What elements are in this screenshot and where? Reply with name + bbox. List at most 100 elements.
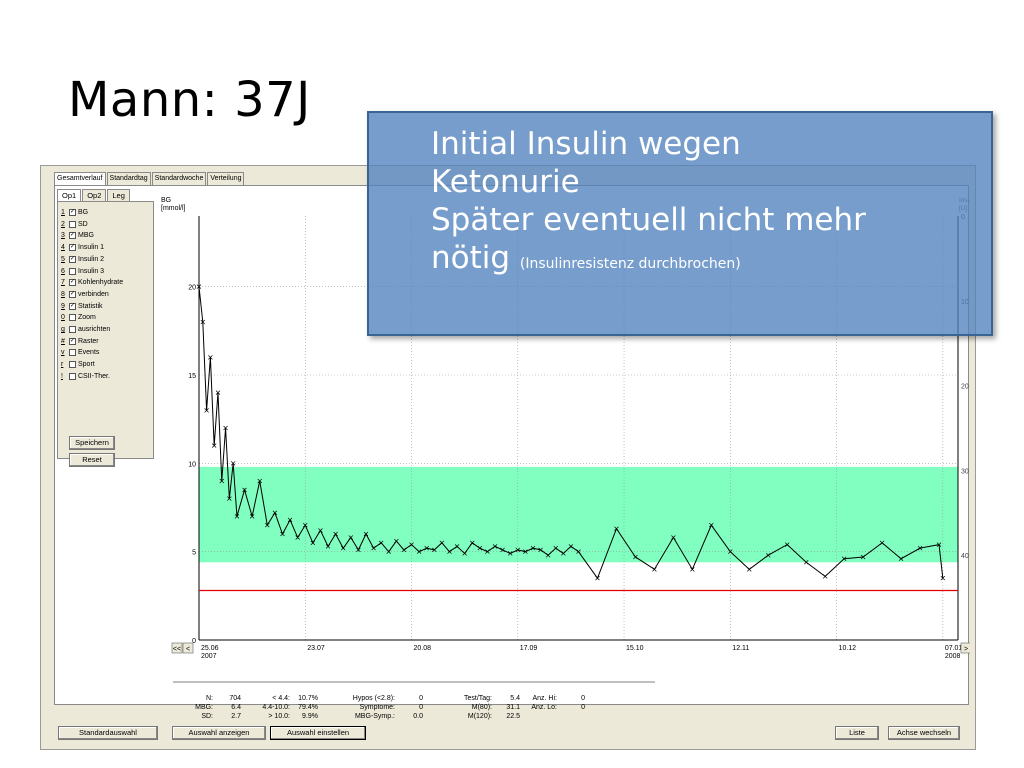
stat-label: Hypos (<2.8): <box>352 695 395 702</box>
stat-label: Anz. Lo: <box>531 704 557 711</box>
option-row-bg[interactable]: 1 ✓ BG <box>61 207 88 218</box>
switch-axis-button[interactable]: Achse wechseln <box>888 726 960 740</box>
stat-label: > 10.0: <box>268 713 290 720</box>
x-tick-label: 25.06 <box>201 645 219 652</box>
data-point <box>538 547 543 553</box>
option-row-verbinden[interactable]: 8 ✓ verbinden <box>61 289 109 300</box>
option-checkbox[interactable] <box>69 220 76 228</box>
option-row-statistik[interactable]: 9 ✓ Statistik <box>61 301 103 312</box>
data-point <box>409 542 414 547</box>
option-checkbox[interactable]: ✓ <box>69 337 76 345</box>
option-row-insulin-2[interactable]: 5 ✓ Insulin 2 <box>61 254 104 265</box>
option-tab-op1[interactable]: Op1 <box>57 189 82 201</box>
data-point <box>633 554 638 560</box>
reset-button[interactable]: Reset <box>69 453 115 467</box>
option-row-insulin-3[interactable]: 6 Insulin 3 <box>61 266 104 277</box>
show-selection-button[interactable]: Auswahl anzeigen <box>172 726 266 740</box>
data-point <box>822 574 828 579</box>
option-row-kohlenhydrate[interactable]: 7 ✓ Kohlenhydrate <box>61 277 123 288</box>
option-row-raster[interactable]: # ✓ Raster <box>61 336 99 347</box>
option-row-csii-ther-[interactable]: ! CSII-Ther. <box>61 371 110 382</box>
stat-value: 31.1 <box>506 704 520 711</box>
option-shortcut-key: # <box>61 337 65 345</box>
stat-label: MBG: <box>195 704 213 711</box>
option-label: BG <box>78 209 89 216</box>
option-checkbox[interactable] <box>69 326 76 333</box>
option-checkbox[interactable]: ✓ <box>69 279 76 287</box>
data-point <box>234 514 240 519</box>
data-point <box>242 487 247 493</box>
tab-standardtag[interactable]: Standardtag <box>106 172 151 185</box>
stat-label: M(120): <box>467 713 492 720</box>
tab-verteilung[interactable]: Verteilung <box>207 172 245 185</box>
data-point <box>230 461 236 466</box>
tab-gesamtverlauf[interactable]: Gesamtverlauf <box>54 172 106 185</box>
option-checkbox[interactable]: ✓ <box>69 232 76 240</box>
data-point <box>432 547 437 553</box>
option-row-sd[interactable]: 2 SD <box>61 219 88 230</box>
option-checkbox[interactable] <box>69 267 76 275</box>
option-label: Events <box>78 349 100 357</box>
data-point <box>196 284 202 289</box>
option-checkbox[interactable]: ✓ <box>69 290 76 298</box>
right-tick-label: 20 <box>961 384 969 391</box>
option-tab-op2[interactable]: Op2 <box>82 189 107 201</box>
stat-value: 10.7% <box>298 695 318 702</box>
data-point <box>595 575 600 581</box>
data-point <box>747 567 752 572</box>
data-point <box>227 496 232 501</box>
data-point <box>485 549 490 554</box>
data-point <box>561 551 566 556</box>
tab-standardwoche[interactable]: Standardwoche <box>151 172 207 185</box>
set-selection-button[interactable]: Auswahl einstellen <box>270 726 366 740</box>
option-checkbox[interactable] <box>69 314 76 322</box>
stat-value: 6.4 <box>231 704 241 711</box>
x-tick-label: 15.10 <box>626 645 644 652</box>
option-row-events[interactable]: v Events <box>61 347 99 358</box>
list-button[interactable]: Liste <box>835 726 879 740</box>
option-shortcut-key: 6 <box>61 267 65 275</box>
option-row-sport[interactable]: r Sport <box>61 359 95 370</box>
x-tick-label: 12.11 <box>732 645 749 652</box>
option-row-ausrichten[interactable]: g ausrichten <box>61 324 110 335</box>
target-range-band <box>199 466 958 563</box>
option-checkbox[interactable] <box>69 361 76 369</box>
option-label: Insulin 3 <box>78 267 105 275</box>
option-shortcut-key: r <box>61 361 64 369</box>
option-shortcut-key: 5 <box>61 255 65 263</box>
save-button[interactable]: Speichern <box>69 436 115 450</box>
standard-selection-button[interactable]: Standardauswahl <box>58 726 158 740</box>
option-row-zoom[interactable]: 0 Zoom <box>61 312 96 323</box>
data-point <box>318 528 323 533</box>
data-point <box>879 540 885 546</box>
data-point <box>310 540 316 546</box>
option-tab-leg[interactable]: Leg <box>107 189 130 201</box>
bg-chart: 05101520BG[mmol/l]010203040Insulin[U]25.… <box>161 197 970 683</box>
option-shortcut-key: ! <box>61 372 63 380</box>
data-point <box>766 552 771 558</box>
option-checkbox[interactable] <box>69 349 76 357</box>
option-checkbox[interactable]: ✓ <box>69 209 76 216</box>
stat-label: Anz. Hi: <box>532 695 557 702</box>
option-checkbox[interactable]: ✓ <box>69 302 76 310</box>
stat-label: Symptome: <box>359 704 395 711</box>
data-point <box>208 355 213 360</box>
option-shortcut-key: 8 <box>61 290 65 298</box>
stat-value: 22.5 <box>506 713 520 720</box>
option-checkbox[interactable]: ✓ <box>69 244 76 252</box>
data-point <box>265 522 270 528</box>
data-point <box>515 547 521 553</box>
option-checkbox[interactable] <box>69 372 76 380</box>
option-label: Insulin 2 <box>78 255 105 263</box>
option-row-mbg[interactable]: 3 ✓ MBG <box>61 230 94 241</box>
option-checkbox[interactable]: ✓ <box>69 255 76 263</box>
data-point <box>333 531 338 537</box>
data-point <box>280 531 285 537</box>
data-point <box>500 547 505 553</box>
y-tick-label: 20 <box>188 285 196 292</box>
callout-line-2: Ketonurie <box>431 164 580 200</box>
option-row-insulin-1[interactable]: 4 ✓ Insulin 1 <box>61 242 104 253</box>
data-point <box>671 535 676 540</box>
data-point <box>223 425 228 431</box>
data-point <box>454 544 460 549</box>
